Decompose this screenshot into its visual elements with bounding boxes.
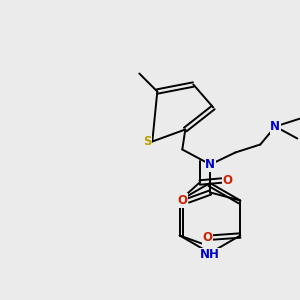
Text: N: N: [270, 120, 280, 133]
Text: NH: NH: [200, 248, 220, 262]
Text: N: N: [205, 158, 215, 171]
Text: O: O: [223, 174, 233, 187]
Text: S: S: [143, 135, 152, 148]
Text: O: O: [177, 194, 187, 207]
Text: O: O: [202, 231, 212, 244]
